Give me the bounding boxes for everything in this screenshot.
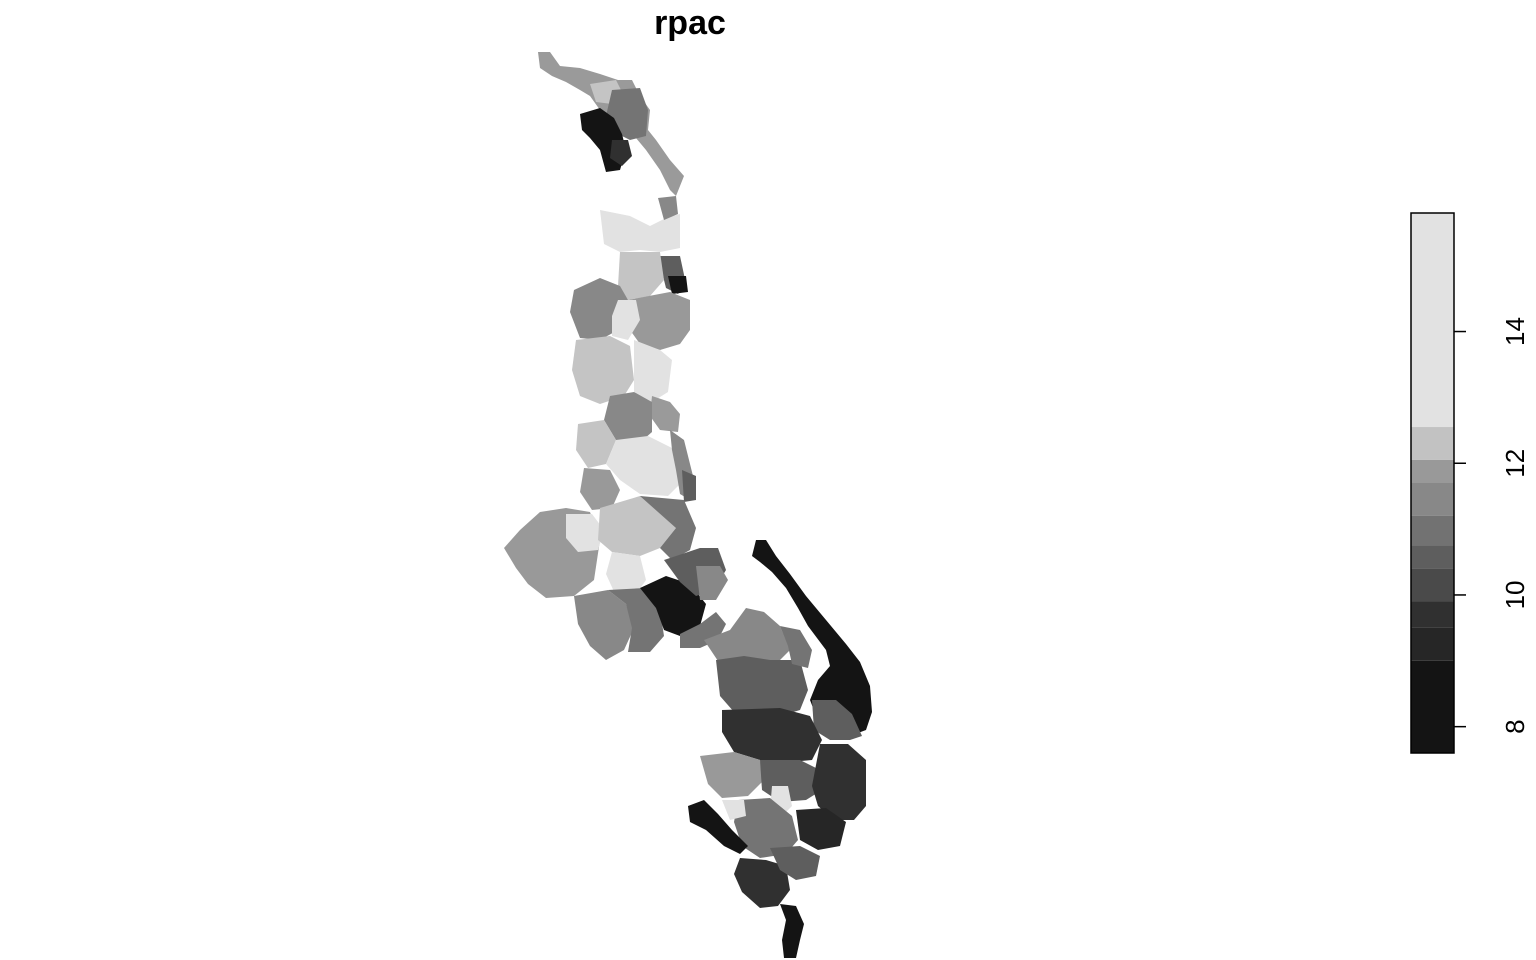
map-title: rpac <box>654 4 726 42</box>
legend-color-band <box>1411 545 1454 569</box>
legend-axis: 8 10 12 14 <box>1454 317 1530 734</box>
legend-color-band <box>1411 627 1454 661</box>
legend-color-band <box>1411 515 1454 546</box>
map-zone <box>640 496 696 560</box>
legend-frame <box>1410 212 1455 754</box>
map-zone <box>634 340 672 402</box>
legend-tick-label: 12 <box>1500 449 1530 478</box>
legend-tick-label: 10 <box>1500 580 1530 609</box>
legend-tick-label: 8 <box>1500 719 1530 733</box>
map-zone <box>600 210 680 252</box>
legend-color-band <box>1411 213 1454 428</box>
legend-color-band <box>1411 660 1454 753</box>
map-zone <box>640 576 706 636</box>
legend-color-band <box>1411 568 1454 602</box>
map-region-central <box>504 496 728 660</box>
map-zone <box>760 760 822 802</box>
map-zone <box>598 496 676 556</box>
map-zone <box>604 392 652 446</box>
map-zone <box>608 588 664 652</box>
map-zone <box>700 752 764 798</box>
map-zone <box>704 608 790 668</box>
map-zone <box>658 196 678 220</box>
map-zone <box>780 904 804 958</box>
map-zone <box>780 626 812 668</box>
map-zone <box>606 436 682 496</box>
map-zone <box>618 252 664 300</box>
map-zone <box>796 808 846 850</box>
map-zone <box>734 858 790 908</box>
legend-color-bar <box>1411 213 1454 753</box>
map-zone <box>812 700 862 740</box>
map-zone <box>566 514 604 552</box>
map-zone <box>734 798 798 858</box>
legend: 8 10 12 14 <box>1410 212 1530 754</box>
map-zone <box>770 846 820 880</box>
legend-color-band <box>1411 483 1454 516</box>
map-zone <box>722 708 822 762</box>
map-zone <box>716 656 808 716</box>
legend-tick-label: 14 <box>1500 317 1530 346</box>
map-zone <box>580 468 620 510</box>
map-zone <box>606 552 646 600</box>
map-zone <box>610 140 632 166</box>
map-zone <box>812 744 866 820</box>
map-zone <box>650 396 680 432</box>
map-zone <box>572 336 634 404</box>
legend-color-band <box>1411 601 1454 628</box>
map-zone <box>612 300 640 340</box>
map-zone <box>668 276 688 294</box>
map-zone <box>574 590 634 660</box>
map-region-south <box>688 608 866 958</box>
lake-region <box>752 540 872 736</box>
map-region-north <box>538 52 696 510</box>
legend-color-band <box>1411 427 1454 460</box>
map-zone <box>688 800 748 854</box>
map-zone <box>696 566 728 600</box>
map-zone <box>682 470 696 502</box>
map-zone <box>576 420 616 468</box>
map-zone <box>722 800 746 820</box>
map-zone <box>628 292 690 350</box>
raster-map <box>504 52 872 958</box>
legend-color-band <box>1411 459 1454 483</box>
